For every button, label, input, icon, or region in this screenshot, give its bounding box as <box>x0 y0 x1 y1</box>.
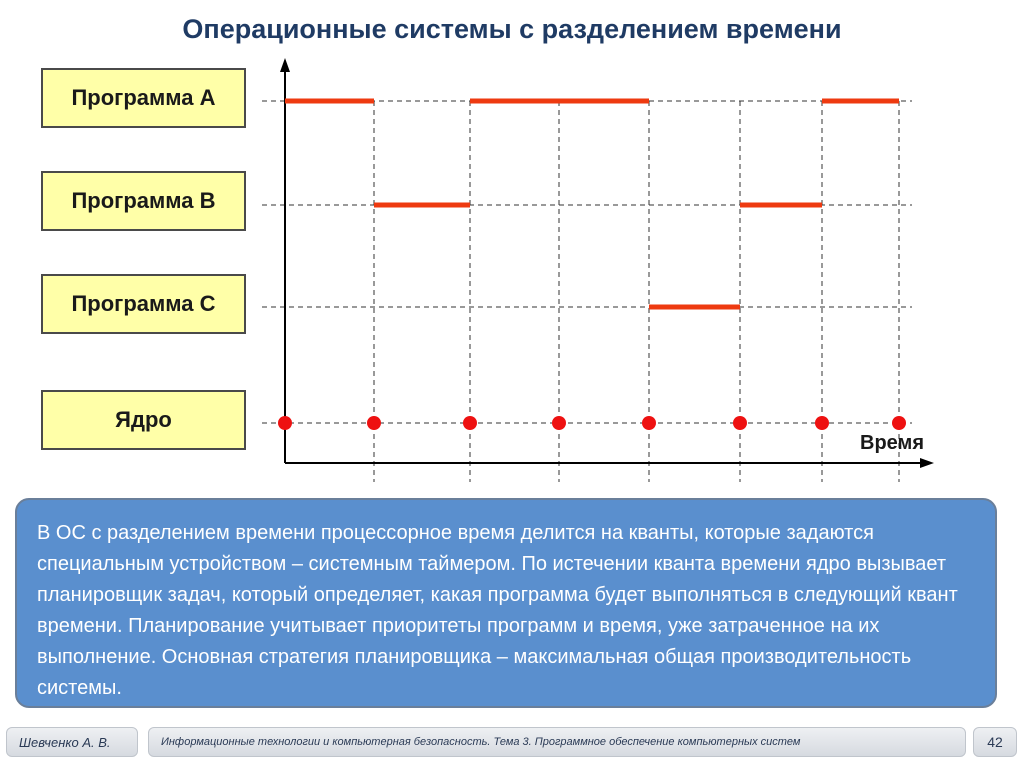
info-box: В ОС с разделением времени процессорное … <box>15 498 997 708</box>
vertical-axis-arrow <box>280 58 290 72</box>
row-label-program-b: Программа В <box>41 171 246 231</box>
kernel-tick-dot <box>733 416 747 430</box>
footer-author: Шевченко А. В. <box>6 727 138 757</box>
slide-title: Операционные системы с разделением време… <box>182 14 842 44</box>
kernel-tick-dot <box>892 416 906 430</box>
footer-course: Информационные технологии и компьютерная… <box>148 727 966 757</box>
row-label-kernel: Ядро <box>41 390 246 450</box>
kernel-tick-dot <box>642 416 656 430</box>
time-sharing-diagram <box>262 58 934 482</box>
row-label-program-c: Программа С <box>41 274 246 334</box>
kernel-tick-dot <box>552 416 566 430</box>
kernel-tick-dot <box>278 416 292 430</box>
time-axis-label: Время <box>860 432 924 454</box>
kernel-tick-dot <box>815 416 829 430</box>
info-text: В ОС с разделением времени процессорное … <box>37 522 958 699</box>
row-label-program-a: Программа А <box>41 68 246 128</box>
page-number: 42 <box>973 727 1017 757</box>
kernel-tick-dot <box>463 416 477 430</box>
kernel-tick-dot <box>367 416 381 430</box>
time-axis-arrow <box>920 458 934 468</box>
